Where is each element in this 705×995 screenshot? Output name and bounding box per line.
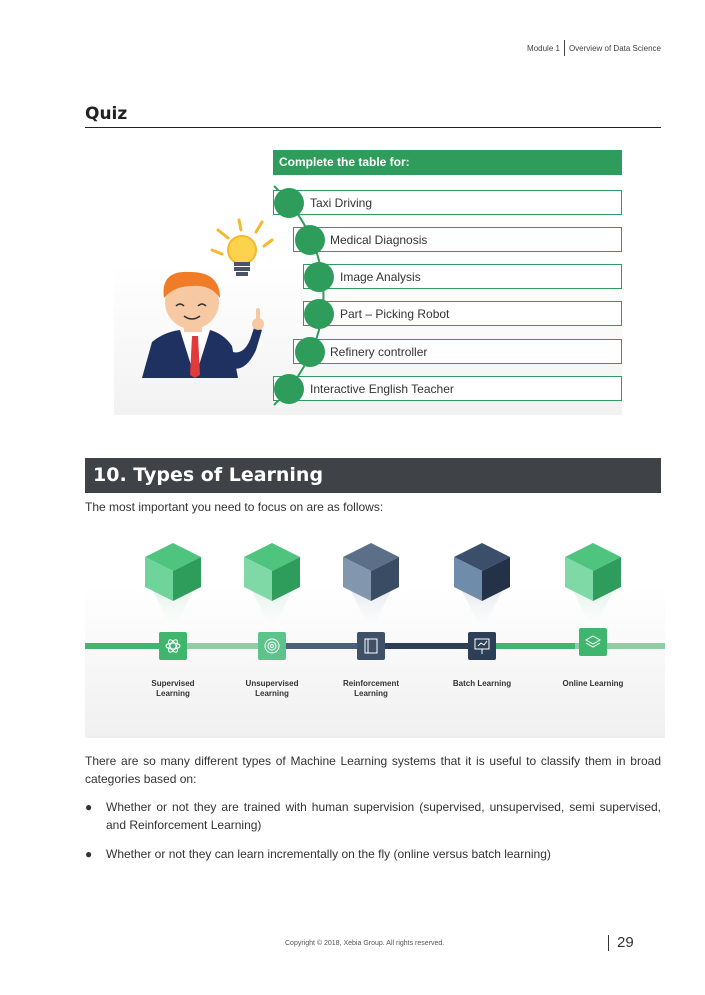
thinking-person-illustration (142, 218, 274, 378)
label-line: Unsupervised (245, 679, 299, 688)
copyright-notice: Copyright © 2018, Xebia Group. All right… (285, 940, 445, 947)
bullet-item: ● Whether or not they are trained with h… (85, 798, 661, 834)
bullet-dot-icon: ● (85, 847, 93, 861)
timeline-segment (575, 643, 665, 649)
quiz-item-label: Refinery controller (330, 345, 428, 359)
book-icon (364, 638, 378, 654)
presentation-icon (474, 638, 490, 654)
quiz-item-marker (274, 188, 304, 218)
timeline-segment (175, 643, 275, 649)
bullet-dot-icon: ● (85, 800, 93, 814)
quiz-item: Image Analysis (303, 264, 622, 289)
quiz-item-label: Image Analysis (340, 270, 421, 284)
quiz-table-heading: Complete the table for: (273, 150, 622, 175)
learning-type-label: Batch Learning (441, 679, 523, 689)
supervised-learning-node (145, 543, 201, 660)
page-number-divider (608, 934, 609, 951)
learning-type-label: Reinforcement Learning (331, 679, 411, 699)
learning-types-graphic (85, 543, 665, 660)
quiz-item-label: Taxi Driving (310, 196, 373, 210)
label-line: Batch Learning (452, 679, 512, 688)
target-icon (264, 638, 280, 654)
label-line: Learning (255, 689, 289, 698)
quiz-item-label: Interactive English Teacher (310, 382, 454, 396)
quiz-underline (85, 127, 661, 128)
label-line: Learning (156, 689, 190, 698)
bullet-text: Whether or not they can learn incrementa… (106, 847, 551, 861)
body-paragraph: There are so many different types of Mac… (85, 754, 661, 786)
learning-type-label: Unsupervised Learning (235, 679, 309, 699)
label-line: Online Learning (562, 679, 624, 688)
learning-type-label: Online Learning (551, 679, 635, 689)
timeline-segment (375, 643, 475, 649)
bullet-text: Whether or not they are trained with hum… (106, 800, 661, 832)
unsupervised-learning-node (244, 543, 300, 660)
batch-learning-node (454, 543, 510, 660)
section-title: 10. Types of Learning (85, 458, 661, 493)
quiz-heading: Quiz (85, 104, 128, 124)
module-title: Overview of Data Science (568, 43, 661, 53)
layers-icon (584, 635, 602, 648)
label-line: Supervised (151, 679, 195, 688)
quiz-item-marker (295, 337, 325, 367)
module-label: Module 1 (527, 43, 560, 53)
quiz-item-label: Medical Diagnosis (330, 233, 428, 247)
quiz-item: Taxi Driving (273, 190, 622, 215)
quiz-item-marker (304, 262, 334, 292)
timeline-segment (475, 643, 575, 649)
header-divider (563, 40, 565, 56)
online-learning-node (565, 543, 621, 656)
timeline-segment (275, 643, 375, 649)
quiz-item-marker (274, 374, 304, 404)
quiz-item: Medical Diagnosis (293, 227, 622, 252)
quiz-item: Refinery controller (293, 339, 622, 364)
quiz-item-marker (304, 299, 334, 329)
learning-types-diagram: Supervised Learning Unsupervised Learnin… (85, 525, 665, 738)
label-line: Learning (354, 689, 388, 698)
page-number-value: 29 (617, 934, 634, 951)
section-intro: The most important you need to focus on … (85, 500, 384, 514)
bullet-item: ● Whether or not they can learn incremen… (85, 845, 661, 863)
quiz-item-marker (295, 225, 325, 255)
reinforcement-learning-node (343, 543, 399, 660)
timeline-segment (85, 643, 175, 649)
lightbulb-icon (210, 218, 274, 276)
page-number: 29 (608, 934, 634, 951)
label-line: Reinforcement (342, 679, 399, 688)
quiz-item: Part – Picking Robot (303, 301, 622, 326)
quiz-item-label: Part – Picking Robot (340, 307, 450, 321)
quiz-item: Interactive English Teacher (273, 376, 622, 401)
atom-icon (165, 639, 181, 653)
learning-type-label: Supervised Learning (141, 679, 205, 699)
page-header: Module 1 Overview of Data Science (527, 40, 661, 56)
